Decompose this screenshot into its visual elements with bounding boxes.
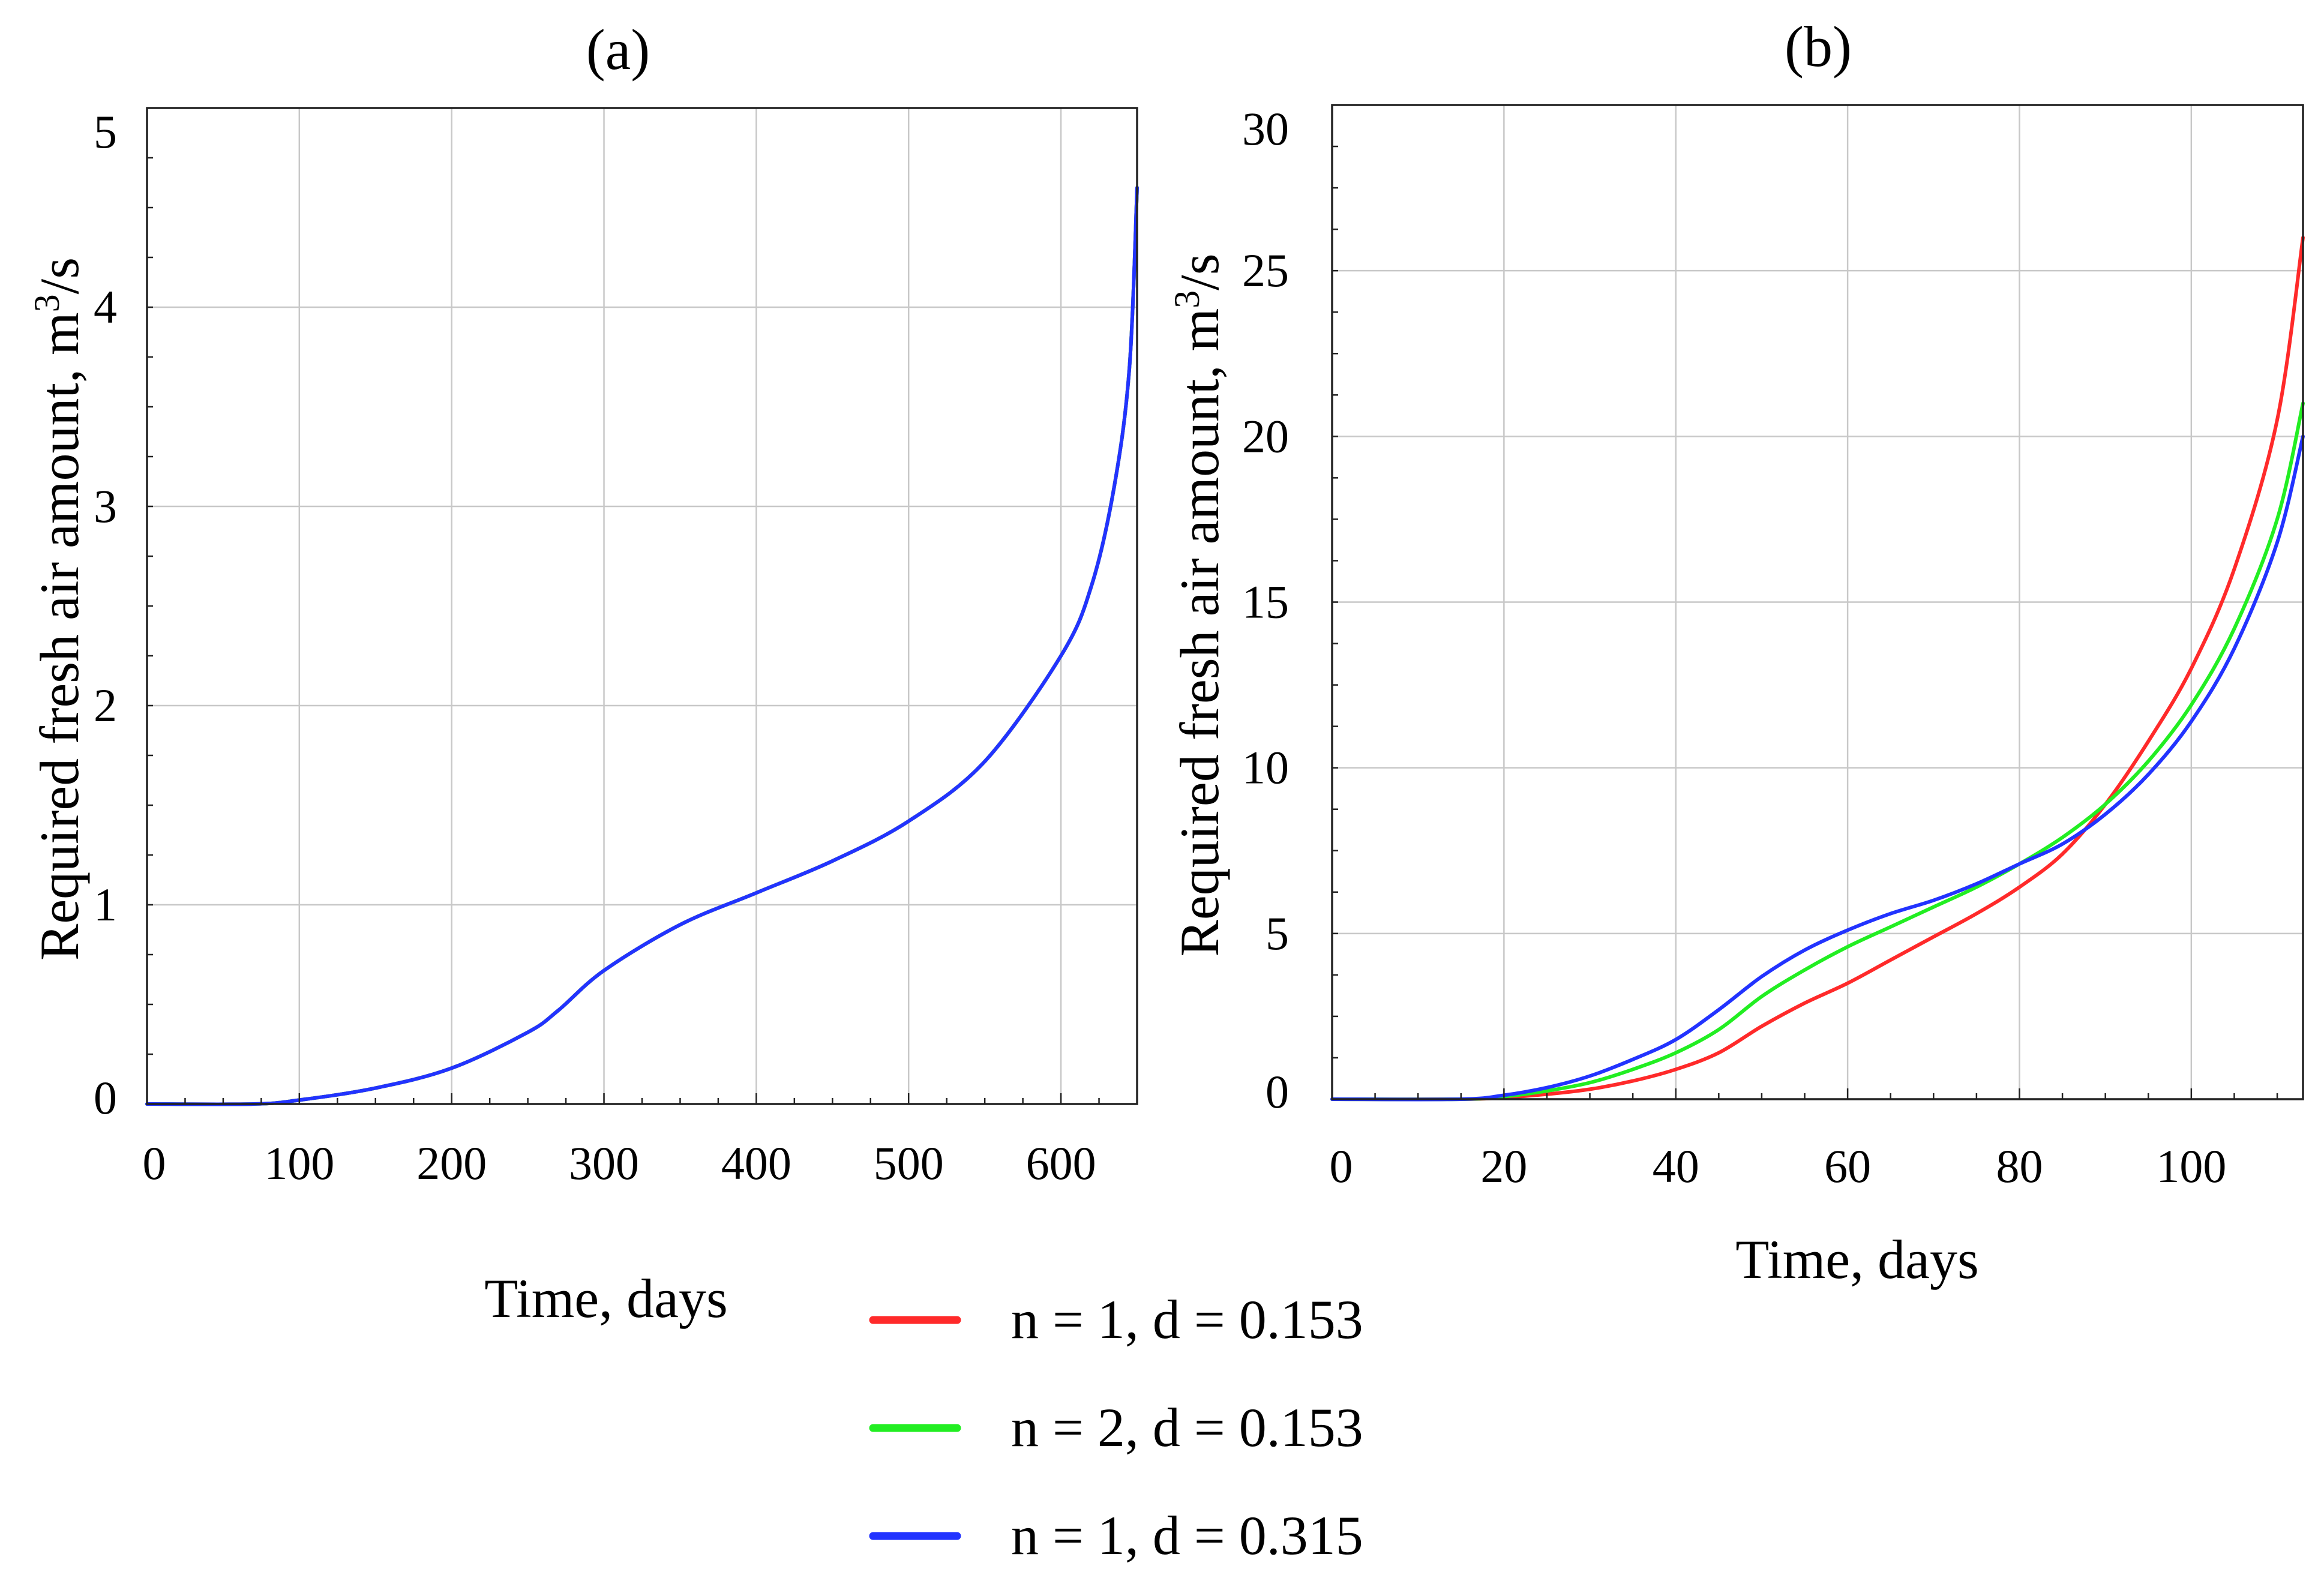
y-tick-label: 5 (94, 106, 117, 158)
y-tick-label: 25 (1242, 244, 1289, 296)
y-tick-label: 20 (1242, 410, 1289, 462)
x-tick-label: 100 (2156, 1140, 2226, 1192)
x-tick-label: 100 (264, 1137, 334, 1189)
y-axis-label-tail: /s (1169, 253, 1230, 290)
x-tick-label: 40 (1653, 1140, 1699, 1192)
legend: n = 1, d = 0.153 n = 2, d = 0.153 n = 1, d… (869, 1289, 1363, 1566)
y-tick-label: 0 (1266, 1066, 1289, 1118)
y-tick-label: 5 (1266, 907, 1289, 959)
legend-label-2: n = 2, d = 0.153 (1011, 1397, 1363, 1458)
y-tick-label: 3 (94, 480, 117, 532)
x-tick-label: 600 (1026, 1137, 1096, 1189)
x-tick-label: 300 (569, 1137, 639, 1189)
x-tick-label: 80 (1996, 1140, 2043, 1192)
series-line-1 (1330, 235, 2305, 1102)
y-tick-label: 10 (1242, 742, 1289, 794)
y-tick-label: 15 (1242, 576, 1289, 628)
panel-a: 0 100 200 300 400 500 600 0 1 2 3 4 5 (a) Time, days Re… (27, 17, 1139, 1329)
y-axis-label-superscript: 3 (1167, 290, 1207, 308)
panel-b: 0 20 40 60 80 100 0 5 10 15 20 25 30 (b) Time, days Req… (1167, 14, 2305, 1290)
y-axis-label-main: Required fresh air amount, m (1169, 308, 1230, 957)
chart-title: (a) (586, 17, 650, 82)
x-tick-label: 60 (1824, 1140, 1871, 1192)
x-tick-label: 400 (721, 1137, 791, 1189)
legend-label-1: n = 1, d = 0.153 (1011, 1289, 1363, 1350)
series-line-2 (1330, 401, 2305, 1102)
y-tick-label: 2 (94, 679, 117, 731)
x-axis-label: Time, days (1735, 1229, 1979, 1290)
chart-title: (b) (1785, 14, 1852, 79)
y-tick-label: 1 (94, 878, 117, 931)
x-tick-label: 0 (1330, 1140, 1353, 1192)
y-tick-label: 4 (94, 281, 117, 333)
series-line-3 (1330, 434, 2305, 1102)
x-tick-label: 200 (416, 1137, 487, 1189)
y-axis-label: Required fresh air amount, m3/s (27, 257, 90, 961)
x-tick-label: 20 (1480, 1140, 1527, 1192)
series-line-3 (145, 185, 1139, 1106)
x-tick-label: 500 (874, 1137, 944, 1189)
y-axis-label: Required fresh air amount, m3/s (1167, 253, 1230, 956)
y-axis-label-superscript: 3 (27, 294, 67, 312)
y-tick-label: 30 (1242, 103, 1289, 155)
y-axis-label-main: Required fresh air amount, m (29, 312, 90, 961)
x-axis-label: Time, days (484, 1268, 728, 1329)
y-tick-label: 0 (94, 1072, 117, 1124)
plot-area (147, 108, 1137, 1104)
x-tick-label: 0 (143, 1137, 166, 1189)
y-axis-label-tail: /s (29, 257, 90, 294)
legend-label-3: n = 1, d = 0.315 (1011, 1505, 1363, 1566)
